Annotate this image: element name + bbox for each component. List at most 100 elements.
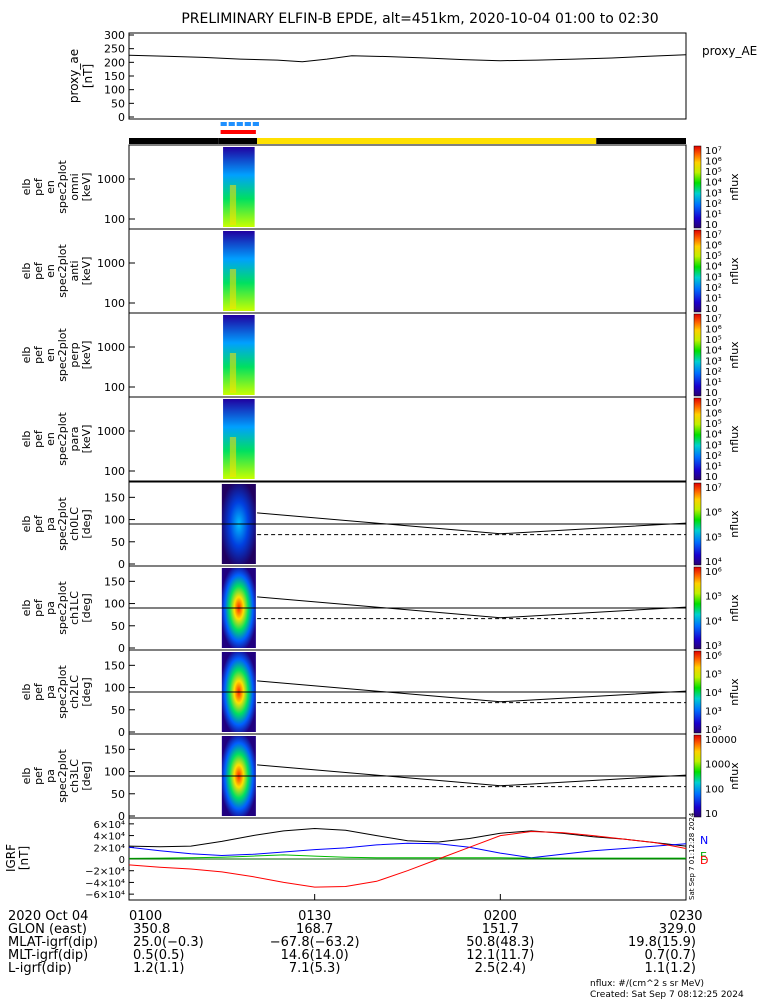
colorbar-tick-label: 1000 [705,760,730,771]
colorbar-tick-label: 10⁵ [705,167,722,178]
spectrogram-hotspot [229,185,237,225]
colorbar-tick-label: 10⁷ [705,398,722,409]
ytick-label: 50 [111,620,125,633]
status-bar-red [220,130,256,134]
panel-ylabel: [deg] [80,593,93,622]
proxy-ae-frame [128,32,687,120]
annotation-value: 2.5(2.4) [475,961,527,976]
colorbar-tick-label: 10⁴ [705,262,722,273]
status-bar-blue-dash [236,122,243,126]
annotation-value: 329.0 [659,922,696,937]
panel-ylabel: spec2plot [56,328,69,382]
panel-ylabel: elb [20,684,33,701]
panel-ylabel: en [44,264,57,278]
colorbar-tick-label: 10¹ [705,209,722,220]
panel-ylabel: para [68,427,81,452]
colorbar-tick-label: 10³ [705,707,722,718]
panel-ylabel: [keV] [80,425,93,454]
panel-ylabel: elb [20,263,33,280]
annotation-name: GLON (east) [8,922,87,937]
panel-ylabel: spec2plot [56,581,69,635]
ytick-label: 100 [104,766,125,779]
panel-ylabel: pef [32,514,45,533]
ytick-label: 100 [104,682,125,695]
ae-ytick-label: 150 [104,70,125,83]
ytick-label: 1000 [97,173,125,186]
igrf-ytick-label: 2×10⁴ [94,843,125,854]
colorbar-tick-label: 10⁷ [705,483,722,494]
panel-ylabel: pa [44,601,57,615]
igrf-ytick-label: −6×10⁴ [85,890,125,901]
colorbar-p3 [693,734,702,818]
xtick-label: 0230 [669,909,702,924]
ytick-label: 100 [104,381,125,394]
colorbar-e3 [693,397,702,481]
ytick-label: 1000 [97,257,125,270]
spectrogram-hotspot [229,437,237,477]
status-bar-blue-dash [244,122,251,126]
panel-ylabel: [keV] [80,341,93,370]
panel-ylabel: elb [20,516,33,533]
colorbar-label: nflux [728,257,741,285]
losscone-line [257,512,687,535]
proxy-ae-ylabel-2: [nT] [81,64,95,88]
panel-ylabel: pef [32,177,45,196]
colorbar-tick-label: 10¹ [705,377,722,388]
colorbar-tick-label: 10⁶ [705,409,722,420]
ytick-label: 0 [118,642,125,655]
ytick-label: 1000 [97,425,125,438]
ytick-label: 100 [104,465,125,478]
igrf-series-red [128,830,687,888]
colorbar-tick-label: 10⁵ [705,419,722,430]
colorbar-tick-label: 10⁴ [705,557,722,568]
annotation-value: 7.1(5.3) [289,961,341,976]
colorbar-tick-label: 10³ [705,641,722,652]
annotation-value: 19.8(15.9) [628,935,696,950]
colorbar-e0 [693,145,702,229]
colorbar-p0 [693,482,702,566]
status-bar-segment [257,138,597,144]
pitch-panel-3: 0 50 100 150 elb pef pa spec2plot ch3LC [deg] 10 10… [20,733,741,823]
energy-panel-frame [128,228,687,314]
spectrogram-blob [223,147,255,227]
spectrogram-hotspot [229,269,237,309]
colorbar-tick-label: 10² [705,725,722,736]
ytick-label: 150 [104,659,125,672]
colorbar-tick-label: 10000 [705,735,737,746]
colorbar-label: nflux [728,510,741,538]
status-bar-segment [596,138,686,144]
colorbar-tick-label: 10⁵ [705,592,722,603]
ae-ytick-label: 50 [111,97,125,110]
panel-ylabel: spec2plot [56,160,69,214]
panel-ylabel: elb [20,768,33,785]
energy-panel-frame [128,312,687,398]
losscone-line [257,680,687,703]
ytick-label: 0 [118,726,125,739]
colorbar-tick-label: 10⁵ [705,670,722,681]
panel-ylabel: elb [20,431,33,448]
panel-ylabel: ch1LC [68,591,81,625]
panel-ylabel: spec2plot [56,665,69,719]
status-bar-segment [218,138,258,144]
ae-ytick-label: 200 [104,56,125,69]
panel-ylabel: [deg] [80,677,93,706]
ytick-label: 0 [118,558,125,571]
ytick-label: 150 [104,575,125,588]
colorbar-tick-label: 10¹ [705,293,722,304]
colorbar-e2 [693,313,702,397]
colorbar-tick-label: 10⁷ [705,230,722,241]
panel-ylabel: elb [20,179,33,196]
panel-ylabel: en [44,180,57,194]
panel-ylabel: spec2plot [56,412,69,466]
colorbar-tick-label: 10³ [705,272,722,283]
colorbar-label: nflux [728,173,741,201]
colorbar-tick-label: 10⁴ [705,346,722,357]
colorbar-tick-label: 10 [705,388,718,399]
